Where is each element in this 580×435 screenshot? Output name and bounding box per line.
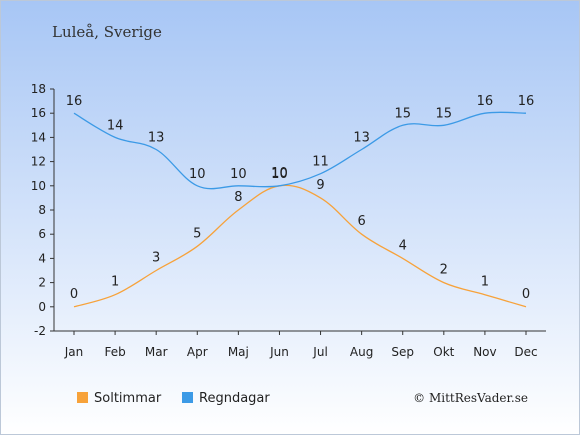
data-label-rain: 16: [518, 94, 535, 109]
x-tick-label: Apr: [187, 345, 208, 359]
legend: Soltimmar Regndagar: [77, 391, 270, 406]
y-tick-label: 16: [31, 106, 46, 120]
x-tick-label: Mar: [145, 345, 168, 359]
series-line-rain: [73, 111, 527, 190]
x-tick-label: Dec: [514, 345, 537, 359]
y-tick-label: 2: [38, 276, 46, 290]
data-label-rain: 16: [66, 94, 83, 109]
data-label-sun: 1: [481, 275, 489, 290]
y-tick-label: 12: [31, 155, 46, 169]
data-label-rain: 15: [436, 106, 453, 121]
legend-label-sun: Soltimmar: [94, 391, 162, 406]
credit-text: © MittResVader.se: [413, 391, 528, 405]
data-label-sun: 4: [399, 238, 407, 253]
data-label-rain: 16: [477, 94, 494, 109]
x-tick-label: Jun: [269, 345, 289, 359]
data-label-rain: 11: [312, 155, 329, 170]
data-label-sun: 8: [234, 190, 242, 205]
data-label-sun: 10: [271, 166, 288, 181]
location-title: Luleå, Sverige: [52, 23, 162, 41]
x-tick-label: Nov: [473, 345, 496, 359]
y-tick-label: 8: [38, 203, 46, 217]
data-label-sun: 5: [193, 226, 201, 241]
data-label-sun: 0: [522, 287, 530, 302]
series-line-sun: [73, 184, 527, 308]
x-tick-label: Jul: [312, 345, 327, 359]
legend-swatch-rain: [182, 392, 193, 403]
legend-swatch-sun: [77, 392, 88, 403]
series-lines: [73, 111, 527, 308]
data-label-sun: 0: [70, 287, 78, 302]
legend-label-rain: Regndagar: [199, 391, 270, 406]
data-label-rain: 13: [353, 131, 370, 146]
y-tick-label: 18: [31, 82, 46, 96]
x-tick-label: Maj: [228, 345, 249, 359]
data-label-rain: 15: [394, 106, 411, 121]
y-tick-label: 0: [38, 300, 46, 314]
data-label-sun: 1: [111, 275, 119, 290]
data-label-sun: 2: [440, 263, 448, 278]
data-label-sun: 9: [316, 178, 324, 193]
data-label-sun: 6: [357, 214, 365, 229]
data-label-rain: 13: [148, 131, 165, 146]
y-tick-label: 4: [38, 251, 46, 265]
y-tick-label: 6: [38, 227, 46, 241]
x-tick-label: Jan: [64, 345, 84, 359]
x-tick-label: Okt: [433, 345, 454, 359]
data-label-rain: 10: [271, 167, 288, 182]
data-label-sun: 3: [152, 251, 160, 266]
x-tick-label: Feb: [104, 345, 125, 359]
y-tick-label: -2: [34, 324, 46, 338]
x-tick-label: Aug: [350, 345, 373, 359]
data-label-rain: 10: [189, 167, 206, 182]
y-tick-label: 10: [31, 179, 46, 193]
x-tick-label: Sep: [391, 345, 414, 359]
y-tick-label: 14: [31, 130, 46, 144]
data-label-rain: 10: [230, 167, 247, 182]
data-label-rain: 14: [107, 118, 124, 133]
